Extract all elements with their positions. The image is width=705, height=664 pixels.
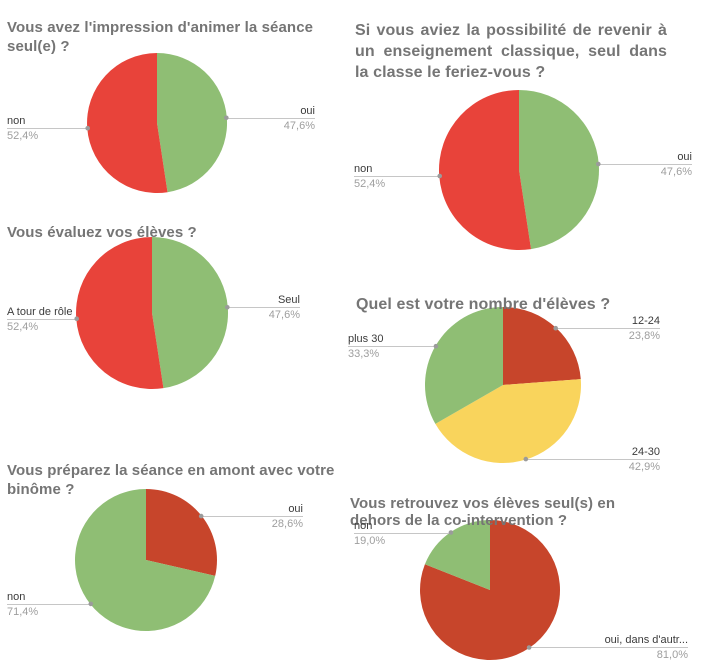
pie-slice-oui[interactable] [146,489,217,576]
slice-label-a-tour-de-r-le: A tour de rôle [7,306,73,318]
chart-title-evaluez-eleves: Vous évaluez vos élèves ? [7,224,197,242]
slice-label-non: non [7,591,26,603]
leader-dot [74,316,79,322]
pie-slice-oui-dans-d-autr[interactable] [420,520,561,660]
slice-label-12-24: 12-24 [631,315,660,327]
pie-chart-0 [7,52,315,193]
chart-title-nombre-eleves: Quel est votre nombre d'élèves ? [356,296,611,314]
slice-label-24-30: 24-30 [631,446,660,458]
slice-percentage-non: 71,4% [7,606,39,618]
leader-dot [437,173,443,179]
chart-title-preparez-seance-binome: Vous préparez la séance en amont avec vo… [7,462,335,499]
pie-slice-non[interactable] [87,53,168,193]
leader-dot [224,115,229,121]
slice-percentage-non: 52,4% [354,178,386,190]
pie-chart-5 [354,520,688,660]
leader-dot [448,530,454,535]
pie-slice-seul[interactable] [152,237,229,389]
slice-label-oui: oui [288,503,303,515]
slice-percentage-oui: 47,6% [283,120,315,132]
slice-percentage-oui-dans-d-autr: 81,0% [656,649,688,661]
slice-percentage-a-tour-de-r-le: 52,4% [7,321,39,333]
chart-title-animer-seul: Vous avez l'impression d'animer la séanc… [7,19,314,56]
chart-title-retrouvez-eleves-seul: Vous retrouvez vos élèves seul(s) en deh… [350,495,616,530]
leader-dot [88,601,94,607]
leader-dot [433,343,439,349]
pie-slice-plus-30[interactable] [425,307,503,424]
slice-label-non: non [7,115,26,127]
slice-label-oui: oui [300,105,315,117]
slice-percentage-seul: 47,6% [268,309,300,321]
slice-percentage-oui: 47,6% [660,166,692,178]
pie-chart-1 [354,89,692,250]
pie-slice-non[interactable] [74,489,216,631]
pie-slice-non[interactable] [438,89,532,250]
leader-dot [523,456,529,462]
slice-percentage-12-24: 23,8% [628,330,660,342]
leader-dot [553,325,558,331]
pie-slice-oui[interactable] [519,90,599,250]
leader-dot [225,305,230,310]
pie-chart-2 [7,237,300,389]
leader-dot [526,645,532,650]
leader-dot [198,513,204,519]
pie-chart-4 [7,489,303,631]
pie-slice-a-tour-de-r-le[interactable] [76,237,164,389]
leader-dot [85,125,90,131]
pie-slice-24-30[interactable] [435,379,582,464]
slice-percentage-plus-30: 33,3% [348,348,380,360]
pie-chart-3 [348,307,660,464]
chart-title-revenir-enseignement-classique: Si vous aviez la possibilité de revenir … [355,22,667,82]
leader-dot [596,161,601,167]
slice-label-plus-30: plus 30 [348,333,384,345]
slice-percentage-non: 19,0% [354,535,386,547]
slice-label-oui-dans-d-autr: oui, dans d'autr... [604,634,688,646]
slice-percentage-non: 52,4% [7,130,39,142]
slice-percentage-24-30: 42,9% [628,461,660,473]
slice-label-non: non [354,520,373,532]
slice-label-seul: Seul [277,294,300,306]
pie-slice-12-24[interactable] [503,307,581,385]
pie-slice-oui[interactable] [157,52,228,193]
slice-label-non: non [354,163,373,175]
pie-slice-non[interactable] [424,520,490,590]
slice-percentage-oui: 28,6% [271,518,303,530]
slice-label-oui: oui [677,151,692,163]
